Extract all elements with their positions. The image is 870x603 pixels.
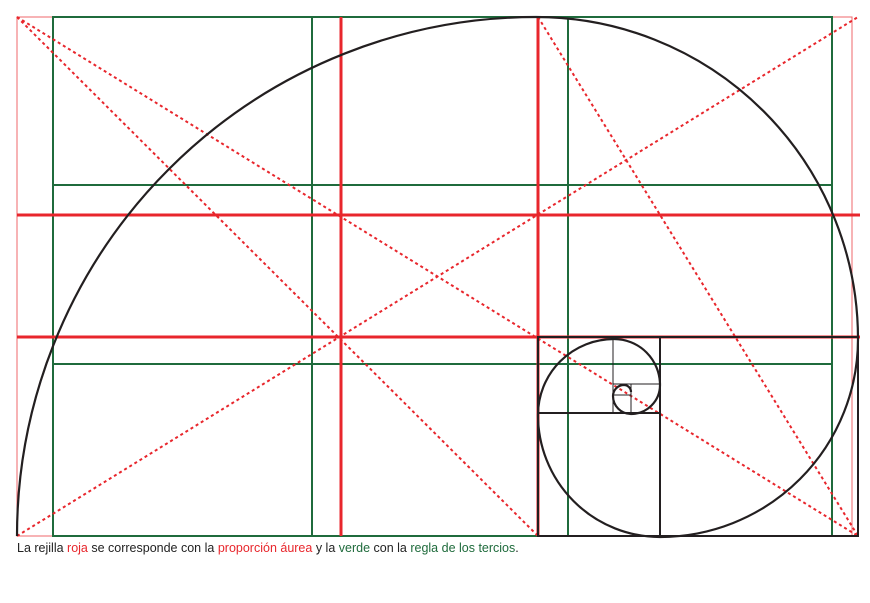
- diagonal-sub-1: [16, 16, 539, 537]
- diagonals: [16, 16, 859, 537]
- thirds-frame: [52, 16, 833, 537]
- small-squares: [612, 337, 660, 413]
- diagonal-main-2: [16, 16, 859, 537]
- caption-prefix: La rejilla: [17, 541, 68, 555]
- diagonal-sub-2: [537, 16, 859, 537]
- square-lower-right: [537, 336, 859, 537]
- caption-suffix: .: [515, 541, 519, 555]
- caption-golden-ratio: proporción áurea: [217, 541, 313, 555]
- caption-red-word: roja: [67, 541, 88, 555]
- caption: La rejilla roja se corresponde con la pr…: [17, 541, 519, 555]
- outer-frame: [16, 16, 853, 537]
- caption-middle-3: con la: [370, 541, 411, 555]
- thirds-grid: [52, 16, 833, 537]
- caption-green-word: verde: [338, 541, 371, 555]
- caption-middle-2: y la: [312, 541, 339, 555]
- caption-middle-1: se corresponde con la: [87, 541, 218, 555]
- caption-rule-of-thirds: regla de los tercios: [410, 541, 516, 555]
- golden-spiral: [15, 15, 860, 539]
